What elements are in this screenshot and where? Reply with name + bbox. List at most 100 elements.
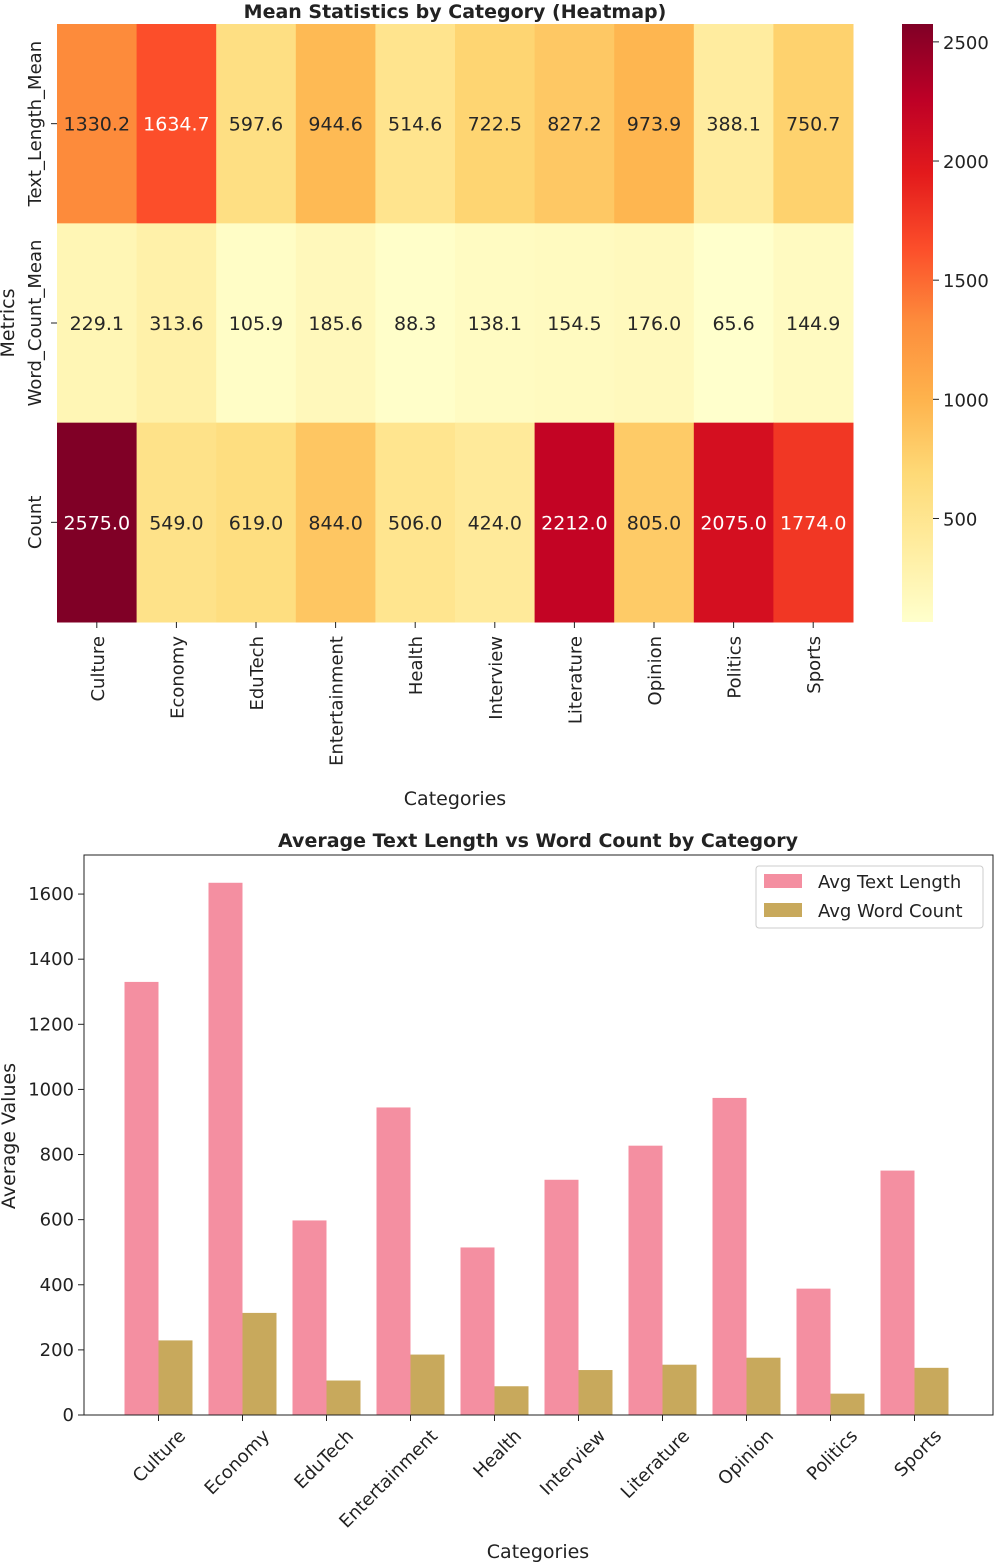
- bar-avg-text-length-literature: [628, 1145, 663, 1415]
- bar-avg-word-count-entertainment: [410, 1354, 445, 1415]
- heatmap-cell-text-length-mean-interview: [455, 24, 536, 224]
- heatmap-value-label: 2212.0: [541, 512, 607, 534]
- bar-avg-word-count-edutech: [326, 1380, 361, 1415]
- bar-chart-x-axis-label: Categories: [487, 1541, 589, 1563]
- heatmap-value-label: 144.9: [786, 313, 840, 335]
- heatmap-cell-count-health: [375, 422, 456, 623]
- bar-chart-bars: [124, 882, 949, 1415]
- heatmap-y-axis-label: Metrics: [0, 289, 19, 358]
- bar-chart-x-tick-label: Literature: [617, 1426, 694, 1503]
- heatmap-cell-word-count-mean-edutech: [216, 223, 297, 424]
- bar-chart-x-tick-label: Politics: [803, 1426, 862, 1485]
- bar-chart-title: Average Text Length vs Word Count by Cat…: [278, 830, 799, 852]
- heatmap-value-label: 1330.2: [64, 114, 130, 136]
- heatmap-cell-count-literature: [534, 422, 615, 623]
- bar-chart-x-tick-label: Culture: [129, 1426, 190, 1487]
- heatmap-cell-count-opinion: [614, 422, 695, 623]
- bar-avg-text-length-opinion: [712, 1097, 747, 1415]
- bar-chart-y-tick-label: 400: [40, 1275, 74, 1296]
- heatmap-cell-count-edutech: [216, 422, 297, 623]
- heatmap-value-label: 424.0: [468, 512, 522, 534]
- heatmap-x-tick-label: Opinion: [645, 636, 666, 705]
- bar-avg-word-count-literature: [662, 1364, 697, 1415]
- bar-avg-text-length-culture: [124, 981, 159, 1415]
- heatmap-cell-count-sports: [773, 422, 854, 623]
- bar-avg-word-count-politics: [830, 1393, 865, 1415]
- heatmap-value-label: 138.1: [468, 313, 522, 335]
- bar-avg-text-length-sports: [880, 1170, 915, 1415]
- heatmap-value-label: 750.7: [786, 114, 840, 136]
- heatmap-x-tick-label: Sports: [804, 636, 825, 694]
- bar-chart-y-ticks: 0 200 400 600 800 1000 1200 1400 1600: [28, 884, 84, 1426]
- legend-swatch-word-count: [764, 903, 802, 917]
- heatmap-y-tick-label: Count: [25, 496, 46, 549]
- heatmap-x-tick-label: Culture: [88, 636, 109, 702]
- heatmap-value-label: 506.0: [388, 512, 442, 534]
- colorbar: [902, 24, 933, 622]
- heatmap-x-tick-label: Entertainment: [327, 636, 348, 766]
- heatmap-cell-text-length-mean-sports: [773, 24, 854, 224]
- heatmap-y-tick-label: Text_Length_Mean: [25, 41, 46, 208]
- bar-avg-word-count-interview: [578, 1370, 613, 1415]
- heatmap-y-tick-label: Word_Count_Mean: [25, 240, 46, 407]
- heatmap-title: Mean Statistics by Category (Heatmap): [244, 1, 667, 23]
- bar-chart-y-tick-label: 200: [40, 1340, 74, 1361]
- heatmap-cell-word-count-mean-opinion: [614, 223, 695, 424]
- bar-chart-legend: Avg Text Length Avg Word Count: [755, 865, 984, 929]
- bar-chart-frame: [83, 854, 994, 1416]
- bar-chart-y-tick-label: 0: [63, 1405, 74, 1426]
- bar-chart-y-tick-label: 1600: [28, 884, 74, 905]
- heatmap-value-label: 1774.0: [780, 512, 846, 534]
- heatmap-cell-text-length-mean-opinion: [614, 24, 695, 224]
- legend-label-text-length: Avg Text Length: [818, 872, 961, 893]
- heatmap-value-label: 722.5: [468, 114, 522, 136]
- bar-chart-y-axis-label: Average Values: [0, 1063, 20, 1209]
- heatmap-x-tick-label: Economy: [167, 636, 188, 719]
- heatmap-y-ticks: Text_Length_Mean Word_Count_Mean Count: [25, 41, 57, 549]
- bar-avg-word-count-culture: [158, 1340, 193, 1415]
- heatmap-x-tick-label: Politics: [725, 636, 746, 699]
- heatmap-value-label: 805.0: [627, 512, 681, 534]
- heatmap-value-label: 154.5: [547, 313, 601, 335]
- heatmap-cell-text-length-mean-economy: [136, 24, 217, 224]
- bar-chart-x-tick-label: Interview: [536, 1426, 610, 1500]
- bar-avg-text-length-health: [460, 1247, 495, 1415]
- heatmap-value-label: 549.0: [149, 512, 203, 534]
- heatmap-value-label: 105.9: [229, 313, 283, 335]
- heatmap-cell-word-count-mean-literature: [534, 223, 615, 424]
- bar-chart-y-tick-label: 600: [40, 1210, 74, 1231]
- heatmap-value-label: 388.1: [706, 114, 760, 136]
- heatmap-cell-count-entertainment: [295, 422, 376, 623]
- heatmap-cell-word-count-mean-politics: [693, 223, 774, 424]
- bar-chart-x-tick-label: Sports: [890, 1426, 946, 1482]
- bar-chart-x-tick-label: Opinion: [714, 1426, 778, 1490]
- heatmap-value-label: 827.2: [547, 114, 601, 136]
- bar-chart-x-tick-label: Economy: [201, 1425, 275, 1499]
- colorbar-tick-label: 2500: [943, 33, 989, 54]
- bar-chart-x-tick-label: EduTech: [290, 1426, 358, 1494]
- heatmap-value-label: 597.6: [229, 114, 283, 136]
- heatmap-cell-count-interview: [455, 422, 536, 623]
- heatmap-value-label: 514.6: [388, 114, 442, 136]
- heatmap-x-tick-label: Health: [406, 636, 427, 695]
- bar-avg-text-length-economy: [208, 882, 243, 1415]
- heatmap-cell-count-culture: [57, 422, 138, 623]
- heatmap-value-label: 1634.7: [143, 114, 209, 136]
- heatmap-cell-word-count-mean-health: [375, 223, 456, 424]
- heatmap-x-ticks: Culture Economy EduTech Entertainment Health…: [88, 622, 825, 766]
- heatmap-value-label: 2075.0: [700, 512, 766, 534]
- colorbar-tick-label: 1500: [943, 271, 989, 292]
- heatmap-cell-count-politics: [693, 422, 774, 623]
- heatmap-cell-word-count-mean-entertainment: [295, 223, 376, 424]
- heatmap-value-label: 176.0: [627, 313, 681, 335]
- bar-avg-word-count-health: [494, 1386, 529, 1415]
- colorbar-tick-label: 1000: [943, 390, 989, 411]
- heatmap-cell-text-length-mean-culture: [57, 24, 138, 224]
- bar-avg-word-count-sports: [914, 1367, 949, 1415]
- heatmap-x-tick-label: Interview: [486, 636, 507, 720]
- colorbar-ticks: 500 1000 1500 2000 2500: [933, 33, 989, 530]
- heatmap-cells: 1330.2 1634.7 597.6 944.6 514.6 722.5 827.2 973…: [57, 24, 854, 623]
